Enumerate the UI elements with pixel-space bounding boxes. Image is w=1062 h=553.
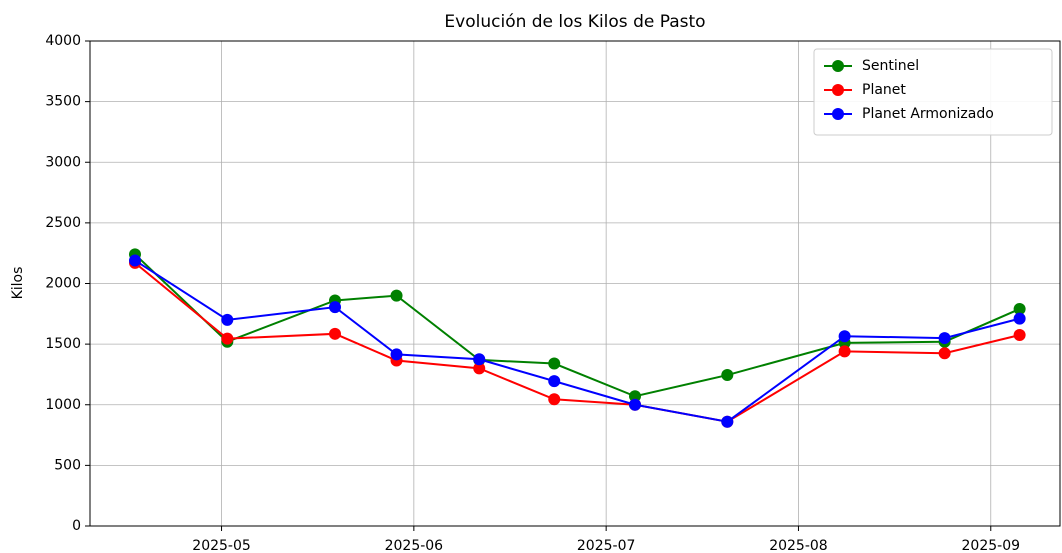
data-point xyxy=(1013,312,1026,325)
data-point xyxy=(473,362,486,375)
y-tick-label: 3500 xyxy=(45,94,81,110)
data-point xyxy=(548,357,561,370)
data-point xyxy=(548,375,561,388)
legend-label: Sentinel xyxy=(862,58,919,74)
data-point xyxy=(129,254,141,267)
x-tick-label: 2025-09 xyxy=(962,538,1021,553)
data-point xyxy=(629,398,641,411)
data-point xyxy=(221,313,234,326)
x-tick-label: 2025-05 xyxy=(192,538,251,553)
legend-label: Planet xyxy=(862,82,906,98)
legend-marker xyxy=(832,60,844,72)
data-point xyxy=(838,345,851,358)
y-tick-label: 4000 xyxy=(45,33,81,49)
y-tick-label: 3000 xyxy=(45,154,81,170)
data-point xyxy=(721,415,734,428)
y-tick-label: 1500 xyxy=(45,336,81,352)
y-tick-label: 2500 xyxy=(45,215,81,231)
data-point xyxy=(1013,302,1026,315)
y-tick-label: 0 xyxy=(72,518,81,534)
series-line xyxy=(134,253,1021,398)
y-tick-label: 500 xyxy=(54,457,81,473)
legend-marker xyxy=(832,84,844,96)
data-point xyxy=(548,393,561,406)
y-axis-label: Kilos xyxy=(10,267,26,300)
data-point xyxy=(1013,329,1026,342)
y-tick-label: 2000 xyxy=(45,276,81,292)
data-point xyxy=(329,301,341,314)
x-tick-label: 2025-08 xyxy=(769,538,828,553)
data-point xyxy=(938,347,951,360)
data-point xyxy=(473,353,486,366)
data-point xyxy=(721,369,734,382)
data-point xyxy=(329,327,341,340)
legend-label: Planet Armonizado xyxy=(862,106,994,122)
legend-box xyxy=(813,48,1053,136)
series-line xyxy=(134,259,1020,423)
data-point xyxy=(629,390,641,403)
plot-frame xyxy=(89,40,1061,527)
x-tick-label: 2025-07 xyxy=(577,538,636,553)
data-point xyxy=(838,330,851,343)
data-point xyxy=(938,332,951,345)
chart-title: Evolución de los Kilos de Pasto xyxy=(444,12,705,32)
data-point xyxy=(390,289,403,302)
x-tick-label: 2025-06 xyxy=(385,538,444,553)
data-point xyxy=(221,332,234,345)
data-point xyxy=(390,348,403,361)
legend-marker xyxy=(832,108,844,120)
y-tick-label: 1000 xyxy=(45,397,81,413)
